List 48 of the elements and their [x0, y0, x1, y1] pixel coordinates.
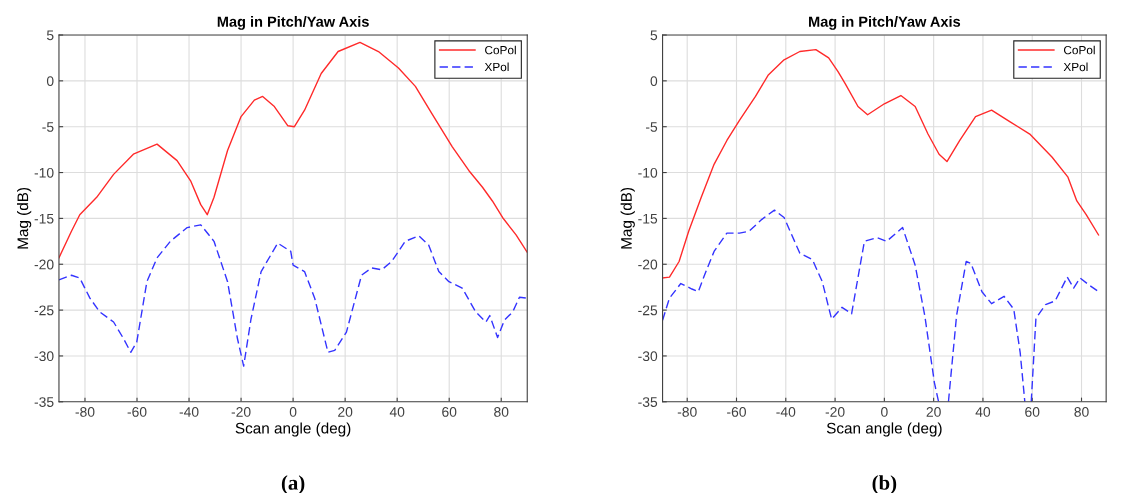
line-series — [58, 224, 528, 367]
y-tick-label: 0 — [650, 76, 658, 87]
chart-title: Mag in Pitch/Yaw Axis — [809, 16, 961, 30]
x-tick-label: -20 — [825, 407, 845, 417]
x-tick-label: 40 — [389, 407, 405, 417]
x-tick-label: -80 — [677, 407, 697, 417]
y-tick-label: -15 — [34, 213, 54, 224]
x-tick-label: 0 — [881, 407, 888, 417]
y-tick-label: -20 — [34, 259, 54, 270]
x-tick-label: 60 — [442, 407, 457, 417]
y-tick-label: -5 — [645, 122, 658, 132]
y-tick-label: -25 — [34, 305, 54, 316]
y-axis-title: Mag (dB) — [620, 187, 635, 249]
y-tick-label: -25 — [638, 305, 658, 316]
x-tick-label: 40 — [975, 407, 991, 417]
y-tick-label: -5 — [42, 122, 54, 132]
x-tick-label: 80 — [494, 407, 509, 417]
y-tick-label: 5 — [46, 30, 54, 41]
y-tick-label: -30 — [638, 351, 658, 362]
y-tick-label: 0 — [46, 76, 54, 87]
legend-label: CoPol — [1063, 45, 1095, 55]
x-tick-label: 60 — [1025, 407, 1040, 417]
line-series — [58, 41, 528, 259]
x-tick-label: 20 — [926, 407, 941, 417]
x-tick-label: -20 — [231, 407, 251, 417]
x-tick-label: -60 — [127, 407, 147, 417]
y-tick-label: -10 — [638, 167, 658, 178]
x-axis-title: Scan angle (deg) — [235, 422, 351, 437]
x-axis-title: Scan angle (deg) — [826, 422, 942, 437]
y-tick-label: -35 — [34, 397, 54, 407]
y-axis-title: Mag (dB) — [17, 187, 32, 249]
x-tick-label: -60 — [727, 407, 746, 417]
x-tick-label: -40 — [776, 407, 796, 417]
y-tick-label: -15 — [638, 213, 658, 224]
y-tick-label: -20 — [638, 259, 658, 270]
x-tick-label: 20 — [338, 407, 353, 417]
legend-label: XPol — [484, 62, 509, 72]
y-tick-label: -10 — [34, 167, 54, 178]
y-tick-label: -30 — [34, 351, 54, 362]
x-tick-label: 80 — [1074, 407, 1089, 417]
y-tick-label: -35 — [638, 397, 658, 407]
y-tick-label: 5 — [650, 30, 658, 41]
legend-label: CoPol — [485, 45, 516, 55]
x-tick-label: -40 — [179, 407, 199, 417]
legend-label: XPol — [1063, 62, 1088, 72]
x-tick-label: 0 — [289, 407, 297, 417]
chart-title: Mag in Pitch/Yaw Axis — [217, 16, 369, 30]
x-tick-label: -80 — [75, 407, 95, 417]
